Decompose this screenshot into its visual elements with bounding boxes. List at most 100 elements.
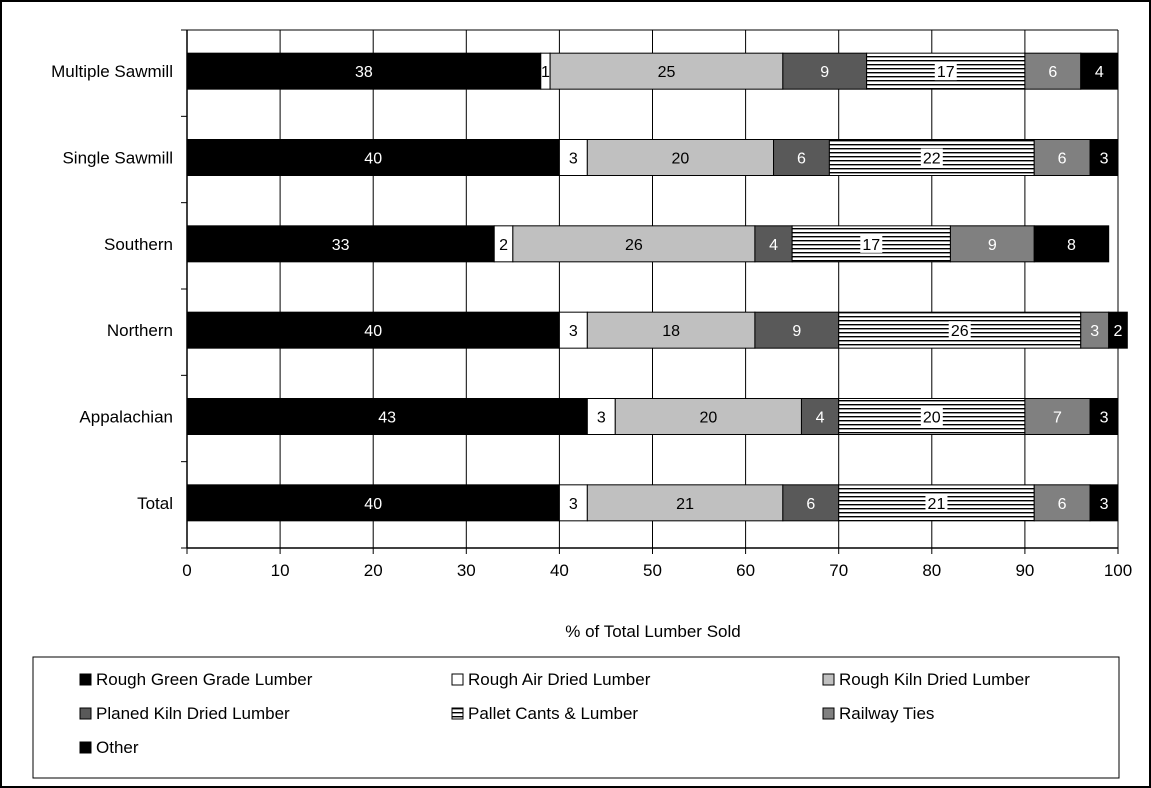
bar-segment: [1080, 311, 1110, 349]
data-label: 33: [332, 237, 350, 254]
bar-segment: [614, 398, 802, 435]
data-label: 26: [951, 323, 969, 340]
data-label: 6: [1058, 496, 1067, 513]
bar-segment: [586, 311, 756, 349]
category-label: Appalachian: [79, 408, 173, 427]
data-label: 38: [355, 64, 373, 81]
bar-segment: [186, 52, 542, 90]
bar-segment: [512, 225, 756, 263]
bar-segment: [1089, 484, 1119, 522]
data-label: 21: [928, 496, 946, 513]
data-label: 20: [672, 151, 690, 168]
data-label: 3: [569, 496, 578, 513]
x-tick-label: 70: [829, 561, 848, 580]
legend-swatch: [79, 741, 92, 754]
data-label: 17: [937, 64, 955, 81]
x-axis-title: % of Total Lumber Sold: [565, 622, 740, 641]
legend-box: [32, 656, 1120, 779]
bar-segment: [782, 52, 868, 90]
bar-segment: [186, 225, 495, 263]
legend-label: Railway Ties: [839, 704, 934, 723]
data-label: 3: [569, 323, 578, 340]
bar-segment: [558, 484, 588, 522]
data-label: 6: [1048, 64, 1057, 81]
legend-swatch: [79, 673, 92, 686]
data-label: 3: [1100, 410, 1109, 427]
data-label: 40: [364, 496, 382, 513]
bar-segment: [1108, 311, 1128, 349]
legend-label: Planed Kiln Dried Lumber: [96, 704, 290, 723]
bar-segment: [1033, 225, 1110, 263]
data-label: 6: [806, 496, 815, 513]
data-label: 22: [923, 151, 941, 168]
bar-segment: [754, 225, 793, 263]
data-label: 1: [541, 64, 550, 81]
data-label-bg: [920, 148, 943, 167]
data-label: 9: [988, 237, 997, 254]
data-label: 17: [862, 237, 880, 254]
axes-layer: 0 10 20 30 40 50 60 70 80 90 100 Multiple Sawmill Si…: [51, 29, 1132, 580]
legend-swatch: [451, 673, 464, 686]
data-label-bg: [934, 62, 957, 81]
legend-swatch: [822, 707, 835, 720]
data-label-bg: [948, 321, 971, 340]
data-label: 3: [569, 151, 578, 168]
legend-swatch: [822, 673, 835, 686]
data-label: 2: [499, 237, 508, 254]
legend-label: Rough Kiln Dried Lumber: [839, 670, 1030, 689]
data-label: 43: [378, 410, 396, 427]
x-tick-label: 40: [550, 561, 569, 580]
bar-segment: [1033, 484, 1091, 522]
category-label: Multiple Sawmill: [51, 62, 173, 81]
bar-segment: [949, 225, 1035, 263]
bar-segment: [1024, 52, 1082, 90]
x-tick-label: 50: [643, 561, 662, 580]
x-tick-label: 10: [271, 561, 290, 580]
bar-segment: [1089, 139, 1119, 176]
bar-segment: [1080, 52, 1119, 90]
x-tick-label: 100: [1104, 561, 1132, 580]
data-label: 3: [1100, 496, 1109, 513]
data-label: 4: [769, 237, 778, 254]
data-label-bg: [925, 493, 948, 512]
grid-layer: [186, 29, 1119, 548]
bar-segment: [186, 311, 560, 349]
bar-segment: [782, 484, 840, 522]
data-label: 40: [364, 151, 382, 168]
data-label: 3: [597, 410, 606, 427]
data-label: 6: [797, 151, 806, 168]
data-label: 4: [816, 410, 825, 427]
category-label: Northern: [107, 321, 173, 340]
legend-label: Rough Green Grade Lumber: [96, 670, 313, 689]
x-tick-label: 90: [1015, 561, 1034, 580]
legend-label: Pallet Cants & Lumber: [468, 704, 638, 723]
category-label: Total: [137, 494, 173, 513]
data-label-bg: [860, 234, 883, 253]
data-label: 25: [658, 64, 676, 81]
bars-layer: 38 1 25 9 17 6 440 3 20 6 22 6 333 2 26 4 17 9 840 3 18 9 26 3 2…: [186, 52, 1128, 522]
category-label: Single Sawmill: [62, 149, 173, 168]
data-label: 4: [1095, 64, 1104, 81]
bar-segment: [586, 139, 775, 176]
bar-segment: [558, 311, 588, 349]
bar-segment: [1024, 398, 1091, 435]
x-tick-label: 0: [182, 561, 191, 580]
data-label: 2: [1114, 323, 1123, 340]
data-label-bg: [920, 407, 943, 426]
data-label: 18: [662, 323, 680, 340]
bar-segment: [186, 484, 560, 522]
bar-segment: [186, 139, 560, 176]
x-tick-label: 60: [736, 561, 755, 580]
legend-label: Other: [96, 738, 139, 757]
data-label: 8: [1067, 237, 1076, 254]
x-tick-label: 20: [364, 561, 383, 580]
bar-segment: [1033, 139, 1091, 176]
data-label: 3: [1100, 151, 1109, 168]
data-label: 21: [676, 496, 694, 513]
data-label: 9: [792, 323, 801, 340]
x-tick-label: 80: [922, 561, 941, 580]
data-label: 40: [364, 323, 382, 340]
data-label: 9: [820, 64, 829, 81]
